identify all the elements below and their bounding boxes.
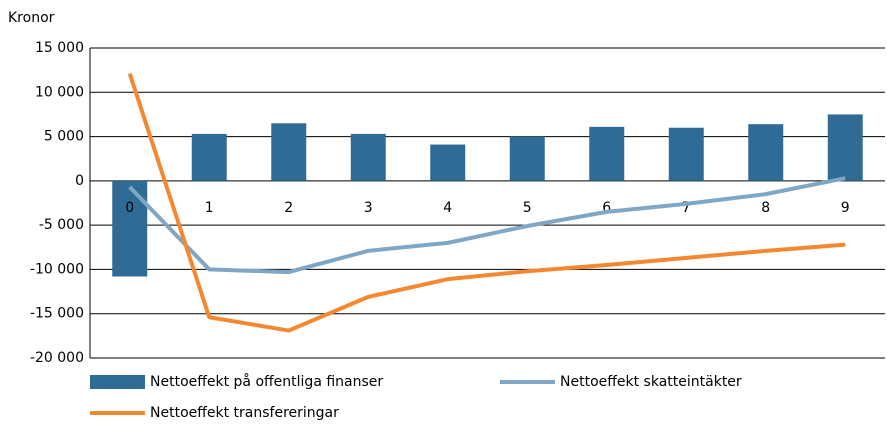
y-tick-label: 15 000 (35, 40, 84, 56)
x-tick-label: 7 (682, 200, 691, 216)
bar (509, 136, 545, 181)
y-tick-label: 5 000 (44, 129, 84, 145)
y-tick-label: -10 000 (30, 261, 84, 277)
line (128, 176, 846, 275)
x-tick-label: 5 (523, 200, 532, 216)
bar (748, 124, 784, 181)
x-tick-label: 3 (364, 200, 373, 216)
y-tick-label: 10 000 (35, 84, 84, 100)
x-tick-label: 0 (125, 200, 134, 216)
bar (589, 126, 625, 181)
y-tick-label: -20 000 (30, 350, 84, 366)
x-tick-label: 9 (841, 200, 850, 216)
y-tick-label: -15 000 (30, 306, 84, 322)
bar (112, 180, 148, 277)
x-tick-label: 1 (205, 200, 214, 216)
bar (827, 114, 863, 181)
legend-label: Nettoeffekt transfereringar (150, 405, 339, 421)
bar (271, 123, 307, 181)
line (127, 73, 846, 333)
legend-label: Nettoeffekt på offentliga finanser (150, 373, 383, 390)
x-tick-label: 2 (284, 200, 293, 216)
y-tick-label: -5 000 (39, 217, 84, 233)
bar (430, 144, 466, 181)
x-tick-label: 6 (602, 200, 611, 216)
legend-label: Nettoeffekt skatteintäkter (560, 374, 742, 390)
bar (668, 127, 704, 181)
x-tick-label: 8 (761, 200, 770, 216)
legend-swatch (90, 375, 145, 389)
x-tick-label: 4 (443, 200, 452, 216)
y-tick-label: 0 (75, 173, 84, 189)
y-axis-label: Kronor (8, 10, 55, 26)
bar (191, 133, 227, 181)
bar (350, 133, 386, 181)
